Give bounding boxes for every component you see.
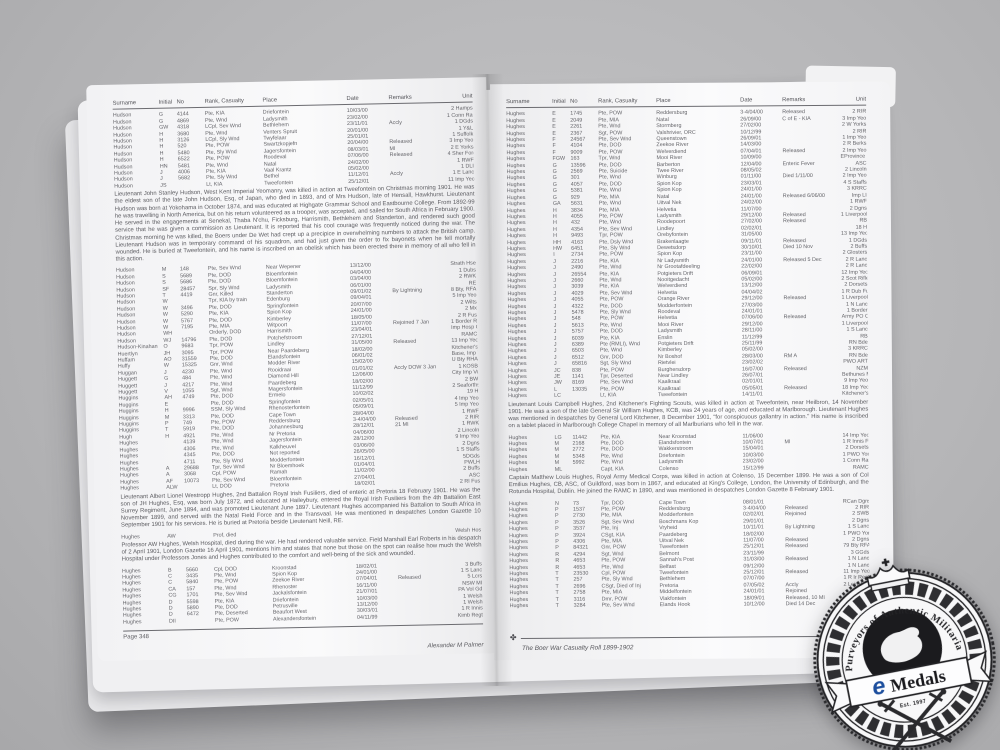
casualty-table-left-b: Hudson M 148 Pte, Sev Wnd Near Wepener 1… [116, 261, 480, 492]
table-row: Hughes LC Lt, KIA Tweefontein 14/11/01 K… [508, 391, 868, 400]
cell-surname: Hughes [509, 603, 529, 610]
crossed-swords-icon [877, 688, 953, 750]
casualty-table-left-d: Hughes B 5660 Cpl, DOD Kroonstad 18/02/0… [122, 561, 483, 626]
cell-remarks [784, 391, 840, 398]
col-place: Place [262, 97, 278, 104]
cell-initial: AW [167, 533, 176, 540]
cell-no [184, 484, 210, 491]
col-surname: Surname [112, 100, 137, 107]
cell-date: 15/12/99 [742, 464, 764, 472]
cell-date: 25/12/01 [348, 178, 370, 185]
cell-rank: Capt, KIA [600, 465, 624, 473]
page-number-left: Page 348 [123, 634, 150, 641]
cell-surname: Hughes [508, 466, 528, 473]
cell-no [185, 532, 211, 539]
cell-rank: Lt, KIA [600, 392, 617, 399]
cell-initial: JS [160, 182, 167, 189]
col-no: No [570, 98, 578, 105]
beaver-icon [880, 627, 923, 663]
col-initial: Initial [552, 98, 566, 105]
col-unit: Unit [855, 96, 867, 103]
cell-unit: 11 Imp Yeo [448, 176, 475, 183]
col-rank: Rank, Casualty [204, 98, 244, 105]
cell-date: 14/11/01 [742, 391, 763, 398]
casualty-table-right-b: Hughes LG 11442 Pte, KIA Near Kroonstad … [508, 432, 868, 473]
cell-remarks [785, 464, 841, 471]
logo-banner: e Medals [824, 650, 994, 714]
biography-hudson-js: Lieutenant John Stanley Hudson, West Ken… [114, 184, 476, 263]
crown-icon [866, 558, 911, 592]
table-row: Hughes ML Capt, KIA Colenso 15/12/99 RAM… [509, 464, 869, 473]
cell-rank: Prof, died [213, 531, 237, 539]
cell-place: Colenso [658, 465, 679, 472]
cell-place: Tweefontein [264, 179, 294, 187]
cell-no: 3284 [573, 602, 586, 609]
col-initial: Initial [158, 99, 173, 106]
casualty-table-left-a: Hudson G 4144 Pte, KIA Driefontein 10/03… [113, 106, 474, 190]
cell-unit: Kitchener's FS [842, 390, 869, 398]
author-name: Alexander M Palmer [427, 641, 484, 650]
logo-est-text: Est. 1997 [899, 699, 926, 710]
biography-hughes-aw: Professor AW Hughes, Welsh Hospital, die… [121, 535, 482, 563]
biography-hughes-lc: Lieutenant Louis Campbell Hughes, 2nd Ki… [508, 399, 869, 430]
left-page: Surname Initial No Rank, Casualty Place … [86, 77, 498, 662]
cell-initial: T [555, 602, 559, 609]
cell-remarks [390, 177, 446, 185]
emedals-watermark-logo: Purveyors of Authentic Militaria e Medal… [813, 558, 996, 750]
cell-date: 18/02/01 [354, 480, 376, 488]
printer-ornament-icon: ✤ [509, 633, 517, 643]
cell-no [572, 393, 598, 400]
col-date: Date [740, 97, 753, 104]
cell-place: Elands Hook [659, 601, 691, 609]
cell-rank: Lt, KIA [206, 181, 223, 188]
cell-initial: ML [554, 466, 563, 473]
col-remarks: Remarks [782, 97, 806, 104]
cell-remarks [396, 479, 452, 487]
col-no: No [176, 99, 185, 106]
col-surname: Surname [506, 98, 530, 106]
open-book: Surname Initial No Rank, Casualty Place … [64, 65, 896, 713]
cell-place: Pretoria [270, 482, 290, 489]
cell-surname: Hughes [508, 393, 527, 400]
cell-rank: Lt, DOD [212, 483, 232, 490]
cell-remarks [397, 527, 453, 535]
cell-place: Tweefontein [658, 392, 688, 399]
cell-unit: Welsh Hosp [455, 526, 482, 534]
cell-no [178, 182, 204, 189]
biography-hughes-alw: Lieutenant Albert Lionel Westropp Hughes… [120, 486, 481, 529]
cell-rank: Pte, Sev Wnd [601, 602, 635, 609]
cell-no [573, 466, 599, 473]
cell-surname: Hughes [120, 485, 139, 492]
cell-date [355, 529, 395, 536]
cell-unit: RAMC [852, 464, 869, 471]
casualty-table-right-a: Hughes E 1745 Pte, POW Reddersburg 3-4/0… [506, 109, 868, 400]
col-rank: Rank, Casualty [598, 98, 638, 105]
table-header-right: Surname Initial No Rank, Casualty Place … [506, 96, 867, 109]
cell-surname: Hughes [121, 533, 140, 541]
cell-unit: 2 RI Fus [459, 478, 481, 485]
cell-date: 10/12/00 [743, 601, 765, 608]
col-remarks: Remarks [388, 94, 412, 102]
col-place: Place [656, 98, 671, 105]
cell-initial: LC [554, 393, 562, 400]
cell-place [271, 529, 353, 537]
col-unit: Unit [462, 93, 473, 100]
footer-rule [520, 635, 841, 639]
cell-surname: Hudson [114, 183, 133, 190]
col-date: Date [346, 95, 359, 102]
cell-initial: ALW [166, 484, 178, 491]
biography-hughes-ml: Captain Matthew Louis Hughes, Royal Army… [508, 472, 869, 496]
